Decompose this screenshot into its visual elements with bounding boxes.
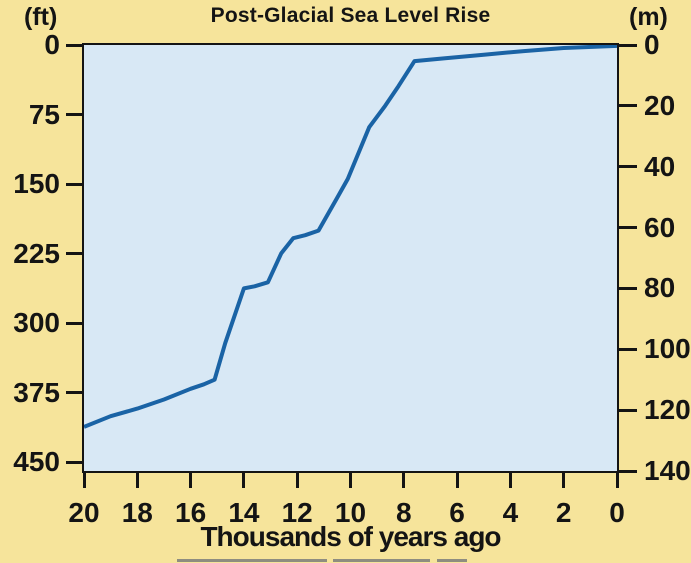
chart-title: Post-Glacial Sea Level Rise <box>210 4 491 27</box>
x-tick <box>615 471 619 488</box>
x-tick-label: 8 <box>396 497 412 528</box>
y-tick-label-right: 80 <box>644 272 676 304</box>
x-tick <box>82 471 86 488</box>
y-tick-left <box>66 43 84 47</box>
y-tick-left <box>66 252 84 256</box>
y-tick-right <box>617 286 637 290</box>
y-tick-label-right: 20 <box>644 89 676 121</box>
y-tick-label-left: 375 <box>13 376 60 408</box>
x-tick <box>295 471 299 488</box>
x-tick-label: 20 <box>68 497 100 528</box>
y-tick-label-left: 75 <box>28 98 60 130</box>
y-tick-label-left: 300 <box>13 307 60 339</box>
y-tick-right <box>617 43 637 47</box>
y-tick-left <box>66 391 84 395</box>
x-axis-label: Thousands of years ago <box>200 521 501 552</box>
plot-area <box>82 43 619 473</box>
x-tick-label: 6 <box>449 497 465 528</box>
x-tick <box>508 471 512 488</box>
left-axis-unit-label: (ft) <box>24 3 58 31</box>
x-tick <box>189 471 193 488</box>
y-tick-label-right: 60 <box>644 211 676 243</box>
x-tick <box>135 471 139 488</box>
y-tick-label-right: 100 <box>644 333 691 365</box>
x-tick-label: 2 <box>555 497 572 528</box>
x-tick-label: 4 <box>502 497 519 528</box>
y-tick-right <box>617 347 637 351</box>
y-tick-left <box>66 321 84 325</box>
y-tick-label-right: 40 <box>644 150 676 182</box>
cropped-text-segment <box>177 559 327 562</box>
y-tick-label-left: 0 <box>44 29 60 60</box>
sea-level-curve-line <box>84 45 617 429</box>
y-tick-label-right: 140 <box>644 455 691 486</box>
y-tick-right <box>617 104 637 108</box>
x-tick-label: 10 <box>334 497 367 528</box>
y-tick-label-left: 225 <box>13 237 60 269</box>
x-tick <box>455 471 459 488</box>
x-tick-label: 14 <box>228 497 260 528</box>
x-tick <box>402 471 406 488</box>
y-tick-right <box>617 469 637 473</box>
sea-level-curve <box>84 45 617 429</box>
cropped-text-segment <box>437 559 467 562</box>
x-tick <box>562 471 566 488</box>
y-tick-left <box>66 460 84 464</box>
y-tick-label-left: 450 <box>13 446 60 478</box>
x-tick <box>349 471 352 488</box>
y-tick-right <box>617 226 637 230</box>
y-tick-label-right: 0 <box>644 29 660 60</box>
y-tick-left <box>66 113 84 117</box>
x-tick <box>242 471 246 488</box>
y-tick-label-left: 150 <box>13 168 60 200</box>
cropped-text-segment <box>333 559 430 562</box>
y-tick-left <box>66 182 84 186</box>
x-tick-label: 12 <box>281 497 313 528</box>
y-tick-right <box>617 165 637 169</box>
x-tick-label: 0 <box>609 497 625 528</box>
x-tick-label: 18 <box>121 497 153 528</box>
y-tick-label-right: 120 <box>644 394 691 426</box>
right-axis-unit-label: (m) <box>629 3 668 31</box>
x-tick-label: 16 <box>175 497 207 528</box>
y-tick-right <box>617 408 637 412</box>
